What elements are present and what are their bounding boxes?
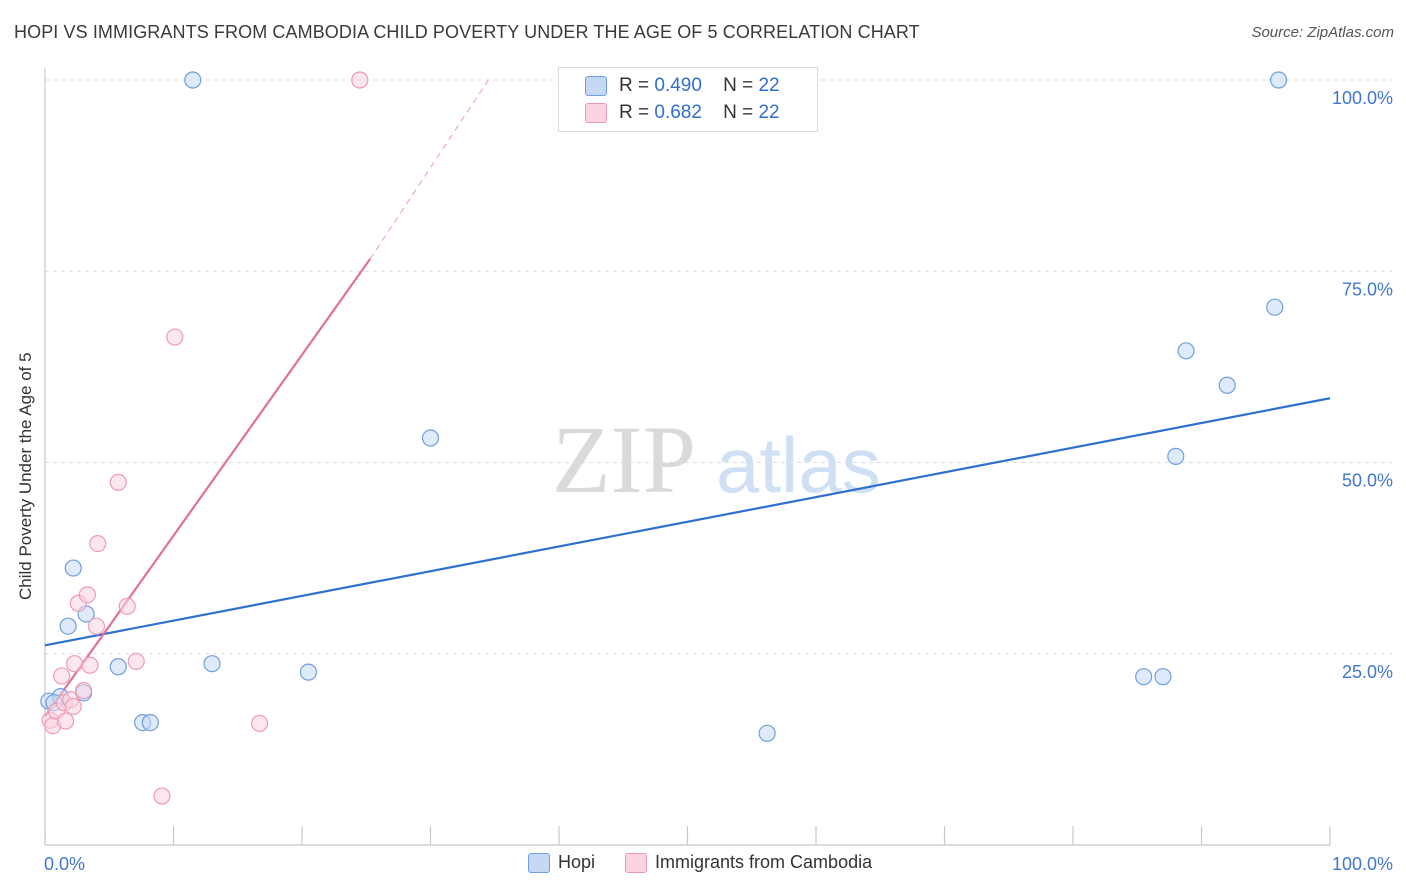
cambodia-point-5 [56,712,75,730]
cambodia-point-21 [351,71,369,89]
cambodia-point-7 [64,697,82,716]
hopi-point-15 [1154,668,1172,686]
r-value-cambodia: 0.682 [654,102,702,123]
r-value-hopi: 0.490 [654,75,702,96]
source-label: Source: ZipAtlas.com [1251,24,1394,41]
cambodia-point-16 [118,597,136,615]
cambodia-swatch [585,103,607,123]
bottom-legend: Hopi Immigrants from Cambodia [528,852,902,873]
cambodia-point-14 [89,534,107,553]
cambodia-point-18 [153,787,171,805]
chart-title: HOPI VS IMMIGRANTS FROM CAMBODIA CHILD P… [14,22,920,42]
hopi-point-20 [1269,71,1288,89]
stats-text-cambodia: R = 0.682 N = 22 [619,102,780,124]
cambodia-point-12 [81,656,99,674]
cambodia-point-20 [250,714,269,732]
hopi-point-14 [1135,668,1153,686]
grid [45,79,1392,655]
r-label: R = [619,75,650,96]
cambodia-point-15 [109,473,127,491]
hopi-point-17 [1177,342,1195,360]
hopi-point-18 [1218,376,1236,394]
cambodia-point-13 [87,617,106,635]
r-label: R = [619,102,650,123]
legend-swatch-cambodia [625,852,648,873]
stats-text-hopi: R = 0.490 N = 22 [619,75,780,97]
n-label: N = [723,102,754,123]
hopi-point-19 [1266,298,1284,316]
y-axis-label: Child Poverty Under the Age of 5 [16,352,35,600]
legend-item-cambodia: Immigrants from Cambodia [625,852,872,873]
hopi-point-3 [64,559,82,577]
cambodia-trend-extension [369,79,489,260]
watermark: ZIP atlas [552,406,881,513]
hopi-point-6 [109,658,127,676]
trend-lines [44,79,1331,718]
watermark-atlas: atlas [716,421,881,509]
x-tick-label-start: 0.0% [44,854,85,874]
cambodia-point-10 [74,681,93,700]
cambodia-point-19 [166,328,184,346]
hopi-point-9 [184,71,202,89]
n-label: N = [723,75,754,96]
hopi-trend-line [44,397,1331,647]
y-tick-label-75: 75.0% [1342,279,1393,299]
cambodia-point-8 [65,655,84,673]
stats-legend: R = 0.490 N = 22 R = 0.682 N = 22 [558,67,818,132]
hopi-point-13 [758,724,776,742]
cambodia-point-3 [53,667,71,685]
axes [44,68,1331,846]
hopi-point-2 [59,617,77,635]
legend-item-hopi: Hopi [528,852,595,873]
legend-swatch-hopi [528,852,550,873]
x-tick-label-end: 100.0% [1332,854,1393,874]
y-tick-label-50: 50.0% [1342,471,1393,491]
n-value-hopi: 22 [758,75,780,96]
data-points [40,71,1288,805]
watermark-zip: ZIP [552,406,696,513]
hopi-point-16 [1167,447,1185,465]
cambodia-point-11 [78,586,97,604]
hopi-point-11 [299,663,318,681]
y-tick-label-25: 25.0% [1342,662,1393,682]
legend-label-cambodia: Immigrants from Cambodia [655,852,873,872]
cambodia-point-17 [127,652,145,671]
hopi-point-12 [421,429,440,447]
hopi-swatch [585,76,607,96]
cambodia-trend-line [44,258,372,718]
y-tick-label-100: 100.0% [1332,88,1393,108]
n-value-cambodia: 22 [758,102,780,123]
hopi-point-8 [141,713,159,732]
legend-label-hopi: Hopi [558,852,596,872]
hopi-point-10 [203,655,221,673]
tick-labels: 25.0% 50.0% 75.0% 100.0% 0.0% 100.0% [44,88,1393,874]
